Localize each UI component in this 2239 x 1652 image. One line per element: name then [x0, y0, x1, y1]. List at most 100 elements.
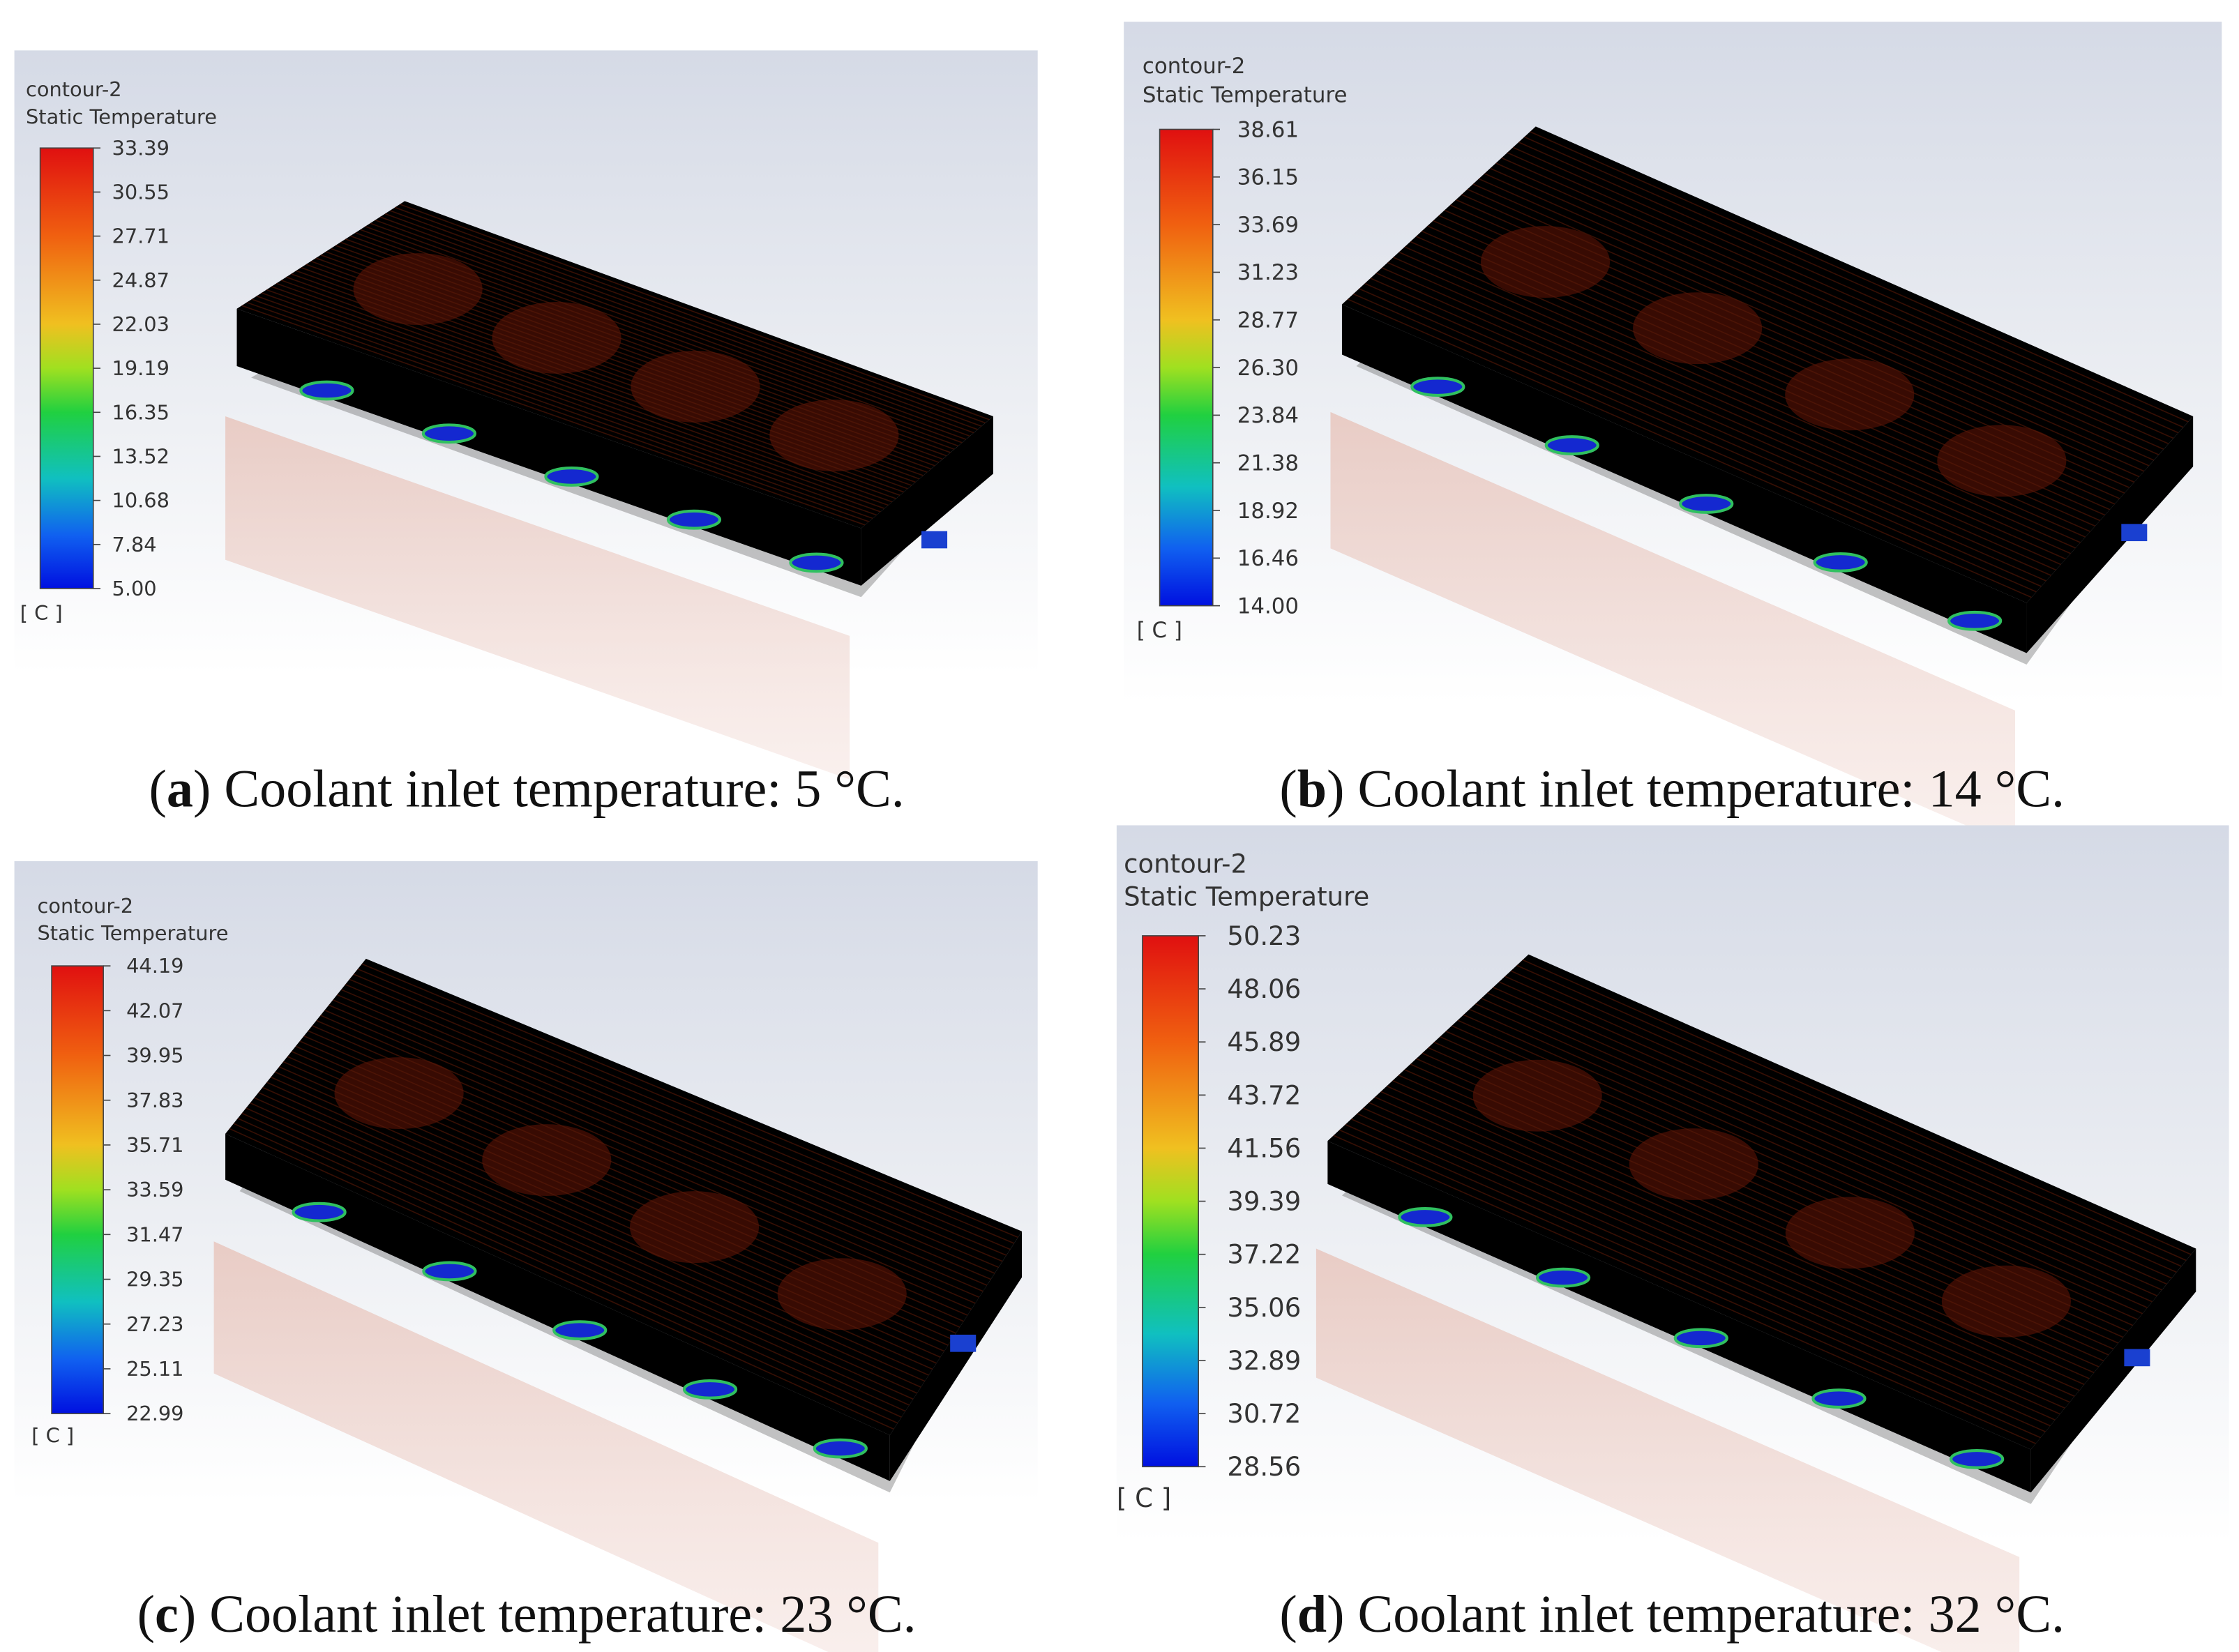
fin-line [1490, 167, 2155, 461]
fin-line [349, 978, 1007, 1256]
fin-line [1512, 146, 2174, 439]
colorbar-label: 27.71 [112, 225, 169, 248]
fin-line [316, 1020, 976, 1304]
fin-line [1399, 251, 2076, 549]
fin-line [1374, 1096, 2070, 1403]
fin-line [295, 1045, 956, 1334]
hot-spot [631, 350, 760, 423]
fin-line [1481, 997, 2157, 1297]
caption-letter: b [1297, 760, 1327, 819]
fin-line [1410, 1063, 2099, 1367]
fin-line [350, 235, 951, 453]
fin-line [310, 260, 920, 480]
fin-line [1404, 246, 2081, 543]
fin-line [1518, 142, 2179, 434]
hot-spot [334, 1057, 464, 1130]
colorbar-label: 37.83 [126, 1089, 183, 1112]
colorbar-label: 45.89 [1227, 1027, 1301, 1057]
slab-side [861, 416, 993, 586]
colorbar-label: 42.07 [126, 999, 183, 1022]
colorbar-label: 33.59 [126, 1178, 183, 1202]
colorbar-unit: [ C ] [31, 1423, 74, 1447]
coolant-channel [1811, 1388, 1867, 1409]
fin-line [1398, 1074, 2090, 1379]
fin-line [312, 1025, 972, 1310]
coolant-channel [1947, 610, 2003, 631]
fin-line [280, 280, 897, 499]
fin-line [1357, 1113, 2056, 1420]
caption: (a) Coolant inlet temperature: 5 °C. [149, 760, 905, 819]
coolant-channel [292, 1202, 347, 1222]
fin-line [1484, 173, 2150, 467]
colorbar-label: 29.35 [126, 1268, 183, 1291]
colorbar-unit: [ C ] [1137, 618, 1182, 643]
fin-line [233, 1123, 898, 1424]
fin-line [1510, 970, 2182, 1267]
fin-line [258, 1092, 921, 1388]
colorbar-label: 30.72 [1227, 1399, 1301, 1429]
fin-line [1375, 272, 2056, 571]
colorbar-label: 37.22 [1227, 1240, 1301, 1270]
colorbar-unit: [ C ] [1117, 1483, 1171, 1513]
fin-line [384, 213, 978, 430]
fin-line [250, 1102, 914, 1400]
colorbar-label: 13.52 [112, 445, 169, 469]
fin-line [271, 286, 889, 506]
fin-line [1475, 1003, 2153, 1303]
fin-line [256, 295, 877, 516]
colorbar-label: 24.87 [112, 268, 169, 292]
fin-line [360, 229, 959, 447]
fin-line [1404, 1069, 2095, 1374]
fin-line [1380, 1091, 2075, 1397]
fin-line [320, 254, 928, 473]
caption-paren: ( [1279, 1585, 1297, 1644]
caption: (d) Coolant inlet temperature: 32 °C. [1279, 1585, 2065, 1644]
colorbar-label: 21.38 [1237, 451, 1299, 476]
reflection [225, 416, 850, 780]
colorbar-label: 5.00 [112, 577, 157, 600]
fin-line [1433, 1041, 2119, 1344]
fin-line [1463, 1014, 2143, 1314]
fin-line [1530, 131, 2189, 423]
fin-line [1427, 225, 2101, 522]
fin-line [262, 1086, 926, 1382]
colorbar-label: 25.11 [126, 1357, 183, 1381]
fin-line [1392, 1079, 2085, 1386]
caption-paren: ( [1279, 760, 1297, 819]
fin-line [1359, 288, 2042, 587]
caption-paren: ( [137, 1585, 155, 1644]
coolant-channel [1813, 552, 1868, 573]
fin-line [270, 1076, 933, 1370]
fin-line [246, 1107, 910, 1406]
colorbar [1159, 128, 1214, 607]
coolant-channel [789, 552, 844, 573]
reflection [213, 1241, 879, 1652]
colorbar [51, 965, 104, 1414]
fin-line [361, 963, 1018, 1238]
fin-line [1461, 194, 2130, 489]
colorbar-label: 39.95 [126, 1044, 183, 1068]
coolant-channel [1398, 1206, 1453, 1227]
fin-line [330, 248, 935, 467]
colorbar-label: 14.00 [1237, 593, 1299, 619]
fin-line [1507, 152, 2169, 445]
colorbar-label: 7.84 [112, 533, 157, 556]
slab-side [889, 1231, 1023, 1481]
fin-line [1469, 1008, 2148, 1308]
colorbar-label: 16.46 [1237, 546, 1299, 571]
slab-side [2030, 1248, 2196, 1493]
colorbar-label: 35.71 [126, 1133, 183, 1157]
fin-line [1350, 1118, 2051, 1427]
colorbar-label: 38.61 [1237, 117, 1299, 142]
fin-line [1416, 1058, 2104, 1362]
reflection [1330, 411, 2015, 847]
colorbar-label: 19.19 [112, 356, 169, 380]
colorbar-label: 23.84 [1237, 403, 1299, 428]
fin-line [1347, 298, 2032, 598]
panel: contour-2 Static Temperature 33.39 30.55 27.… [14, 50, 1038, 780]
fin-line [1364, 282, 2046, 582]
fin-line [1495, 162, 2159, 455]
fin-line [286, 276, 900, 497]
fin-line [320, 1015, 980, 1298]
